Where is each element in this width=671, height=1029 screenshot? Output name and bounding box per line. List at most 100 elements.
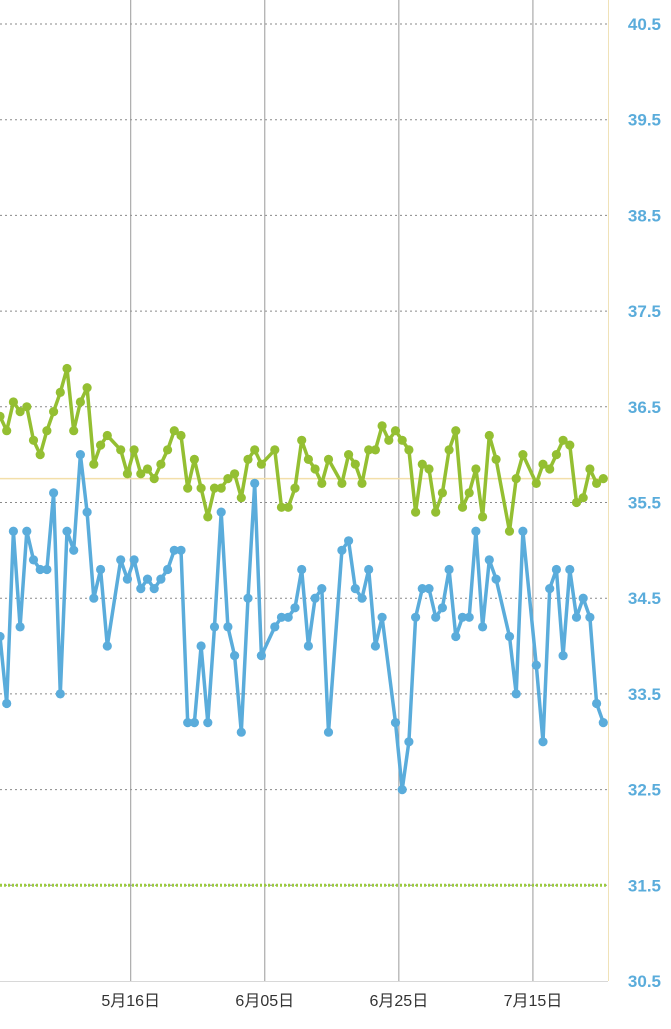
series-0-point (578, 493, 588, 503)
series-1-point (270, 622, 280, 632)
y-tick-label: 35.5 (628, 494, 661, 513)
horizontal-gridlines (0, 23, 608, 886)
series-0-point (142, 464, 153, 474)
y-tick-label: 37.5 (628, 302, 661, 321)
series-0-point (303, 454, 313, 464)
series-1-point (437, 603, 447, 613)
series-1-point (417, 584, 427, 594)
series-0-point (464, 488, 474, 498)
series-0-point (8, 397, 18, 407)
series-1-point (350, 584, 360, 594)
x-tick-label: 6月25日 (370, 993, 429, 1010)
x-tick-label: 6月05日 (235, 993, 294, 1010)
series-1-point (35, 564, 45, 575)
series-0 (0, 363, 608, 536)
series-0-point (122, 469, 132, 479)
y-tick-label: 34.5 (628, 589, 661, 608)
series-1-point (116, 555, 126, 565)
y-tick-label: 31.5 (628, 876, 661, 895)
series-0-point (377, 421, 387, 431)
series-1-point (230, 651, 240, 661)
series-1-point (276, 612, 287, 622)
series-0-point (344, 450, 354, 460)
series-0-line (0, 366, 606, 533)
series-0-point (411, 507, 421, 517)
series-1-point (203, 718, 213, 728)
series-1-point (82, 507, 92, 517)
series-1-point (377, 612, 387, 622)
series-0-point (276, 502, 287, 512)
series-1-point (22, 526, 32, 536)
series-0-point (323, 454, 334, 464)
series-1-point (183, 718, 193, 728)
series-0-point (598, 474, 608, 484)
series-0-point (310, 464, 320, 474)
series-0-point (69, 426, 79, 436)
series-1-point (451, 631, 461, 642)
series-0-point (290, 483, 300, 493)
series-0-point (404, 445, 414, 455)
series-1-point (337, 545, 347, 555)
series-1-point (504, 631, 515, 642)
series-1-point (250, 478, 260, 488)
series-0-point (129, 445, 139, 455)
series-1-point (578, 593, 588, 603)
series-1-point (558, 651, 568, 661)
series-1-point (62, 526, 72, 536)
series-1-point (223, 622, 233, 632)
series-1-point (431, 612, 441, 622)
series-0-point (163, 445, 173, 455)
x-axis-tick-labels: 5月16日 6月05日 6月25日 7月15日 (101, 993, 562, 1010)
series-0-point (189, 454, 199, 464)
series-0-point (437, 488, 447, 498)
series-0-point (471, 464, 481, 474)
series-0-point (116, 445, 126, 455)
series-0-point (216, 483, 226, 493)
series-0-point (531, 478, 541, 488)
series-0-point (565, 440, 575, 450)
series-1-point (49, 488, 59, 498)
series-0-point (283, 502, 293, 512)
series-0-point (370, 445, 380, 455)
series-1-point (344, 536, 354, 546)
series-1-point (283, 612, 293, 622)
series-0-point (75, 397, 85, 407)
series-1-point (397, 785, 407, 795)
series-0-point (156, 459, 166, 469)
series-0-point (0, 411, 5, 421)
series-0-point (209, 483, 220, 493)
series-0-point (397, 435, 407, 445)
series-1-point (2, 698, 12, 709)
series-1-point (484, 555, 494, 565)
series-0-point (390, 426, 401, 436)
series-0-point (250, 445, 260, 455)
y-tick-label: 32.5 (628, 781, 661, 800)
series-0-point (451, 426, 461, 436)
series-0-point (196, 483, 206, 493)
series-1-point (55, 689, 65, 699)
series-0-point (22, 402, 32, 412)
x-tick-label: 7月15日 (504, 993, 563, 1010)
series-1-point (404, 737, 414, 747)
series-0-point (337, 478, 347, 488)
series-1-point (592, 698, 602, 709)
series-1-point (28, 555, 39, 565)
series-1-point (89, 593, 99, 603)
series-0-point (55, 387, 65, 397)
series-0-point (82, 383, 92, 393)
series-0-point (236, 493, 246, 503)
series-0-point (518, 450, 528, 460)
series-0-point (538, 459, 548, 469)
series-0-point (89, 459, 99, 469)
series-0-point (384, 435, 394, 445)
series-0-point (558, 435, 568, 445)
series-1-point (142, 574, 153, 584)
series-1-point (444, 564, 454, 575)
series-1-point (518, 526, 528, 536)
reference-lines (0, 477, 608, 887)
series-1-point (585, 612, 595, 622)
series-0-point (491, 454, 501, 464)
y-tick-label: 36.5 (628, 398, 661, 417)
series-0-point (551, 450, 562, 460)
series-0-point (176, 430, 186, 441)
